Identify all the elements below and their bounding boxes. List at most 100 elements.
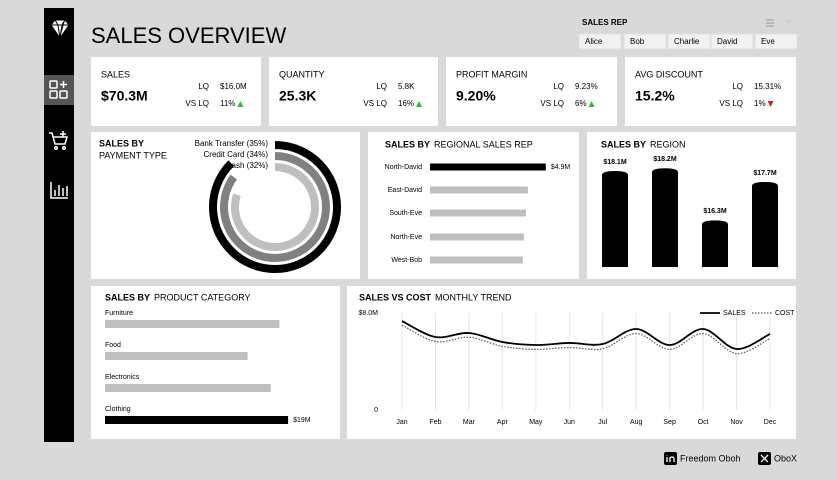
x-tick-label: Jul: [598, 419, 607, 426]
x-tick-label: Mar: [463, 419, 476, 426]
value-label: $17.7M: [753, 170, 777, 177]
slicer-icons[interactable]: [766, 19, 792, 27]
kpi-value: 9.20%: [456, 88, 496, 104]
kpi-card: [269, 57, 438, 126]
overview-icon: [49, 80, 68, 99]
kpi-card: [91, 57, 261, 126]
nav-cart[interactable]: [49, 131, 68, 151]
value-label: $4.9M: [551, 164, 571, 171]
bar: [105, 384, 271, 392]
chart-subtitle: REGION: [650, 139, 686, 149]
bar: [430, 233, 524, 241]
linkedin-glyph: [666, 455, 675, 462]
category-label: North: [656, 257, 675, 264]
kpi-label: PROFIT MARGIN: [456, 69, 527, 79]
category-label: Furniture: [105, 310, 133, 317]
kpi-change: 11%: [220, 99, 235, 108]
kpi-lq-value: 15.31%: [754, 82, 781, 91]
x-tick-label: May: [529, 419, 543, 426]
y-tick-label: 0: [374, 407, 378, 414]
x-glyph: [760, 454, 769, 463]
trend-arrow: [588, 101, 595, 107]
bar: [602, 170, 628, 267]
chart-card: [347, 286, 796, 439]
kpi-vs-label: VS LQ: [363, 99, 387, 108]
kpi-label: SALES: [101, 69, 130, 79]
bar: [105, 416, 289, 424]
kpi-lq-label: LQ: [376, 82, 387, 91]
x-handle[interactable]: OboX: [774, 453, 797, 463]
kpi-label: QUANTITY: [279, 69, 325, 79]
kpi-change: 6%: [575, 99, 587, 108]
category-label: Food: [105, 342, 121, 349]
linkedin-name[interactable]: Freedom Oboh: [680, 453, 741, 463]
radial-bar: [209, 141, 341, 273]
nav-reports[interactable]: [50, 182, 68, 199]
page-title: SALES OVERVIEW: [91, 23, 286, 48]
x-tick-label: Nov: [730, 419, 743, 426]
value-label: $19M: [293, 417, 311, 424]
x-tick-label: Jan: [396, 419, 407, 426]
kpi-value: $70.3M: [101, 88, 148, 104]
x-tick-label: Sep: [663, 419, 676, 426]
bar: [702, 220, 728, 267]
chart-title: SALES VS COST: [359, 292, 432, 302]
category-label: Electronics: [105, 374, 140, 381]
x-tick-label: Feb: [429, 419, 441, 426]
kpi-change: 16%: [398, 99, 414, 108]
y-tick-label: $8.0M: [359, 310, 379, 317]
kpi-lq-value: 9.23%: [575, 82, 598, 91]
trend-arrow: [416, 101, 423, 107]
chart-subtitle: PRODUCT CATEGORY: [154, 292, 251, 302]
category-label: East: [608, 257, 623, 264]
logo-icon: [50, 19, 70, 39]
value-label: $18.1M: [603, 159, 627, 166]
legend-label: SALES: [723, 310, 746, 317]
trend-arrow: [767, 101, 774, 107]
kpi-value: 25.3K: [279, 88, 316, 104]
chart-card: [91, 286, 340, 439]
kpi-lq-label: LQ: [732, 82, 743, 91]
slicer-button[interactable]: [667, 33, 711, 50]
slicer-title: SALES REP: [582, 18, 628, 27]
x-tick-label: Oct: [698, 419, 709, 426]
sidebar: [44, 8, 74, 442]
chart-title: SALES BY: [99, 138, 144, 148]
kpi-vs-label: VS LQ: [719, 99, 743, 108]
bar: [105, 320, 280, 328]
kpi-card: [625, 57, 796, 126]
chart-subtitle: REGIONAL SALES REP: [434, 139, 533, 149]
category-label: South: [705, 257, 725, 264]
bar: [430, 209, 526, 217]
nav-overview[interactable]: [44, 75, 74, 105]
bar: [430, 163, 546, 171]
category-label: Clothing: [105, 406, 131, 413]
slicer-button[interactable]: [710, 33, 754, 50]
chart-card: [368, 132, 579, 279]
kpi-lq-label: LQ: [553, 82, 564, 91]
kpi-vs-label: VS LQ: [185, 99, 209, 108]
kpi-lq-label: LQ: [198, 82, 209, 91]
x-tick-label: Dec: [764, 419, 777, 426]
slicer-item: David: [717, 37, 737, 46]
slicer-button[interactable]: [578, 33, 622, 50]
trend-arrow: [237, 101, 244, 107]
slicer-item: Eve: [761, 37, 775, 46]
chart-title: SALES BY: [385, 139, 430, 149]
radial-bar: [231, 163, 319, 251]
kpi-change: 1%: [754, 99, 766, 108]
category-label: East-David: [388, 187, 422, 194]
slicer-item: Charlie: [674, 37, 700, 46]
slicer-button[interactable]: [623, 33, 667, 50]
x-tick-label: Aug: [630, 419, 643, 426]
kpi-value: 15.2%: [635, 88, 675, 104]
category-label: Bank Transfer (35%): [195, 139, 269, 148]
chart-title: SALES BY: [105, 292, 150, 302]
slicer-button[interactable]: [754, 33, 798, 50]
value-label: $18.2M: [653, 156, 677, 163]
line-series: [401, 320, 771, 350]
chart-subtitle: PAYMENT TYPE: [99, 150, 167, 160]
line-series: [401, 324, 771, 355]
kpi-card: [446, 57, 617, 126]
